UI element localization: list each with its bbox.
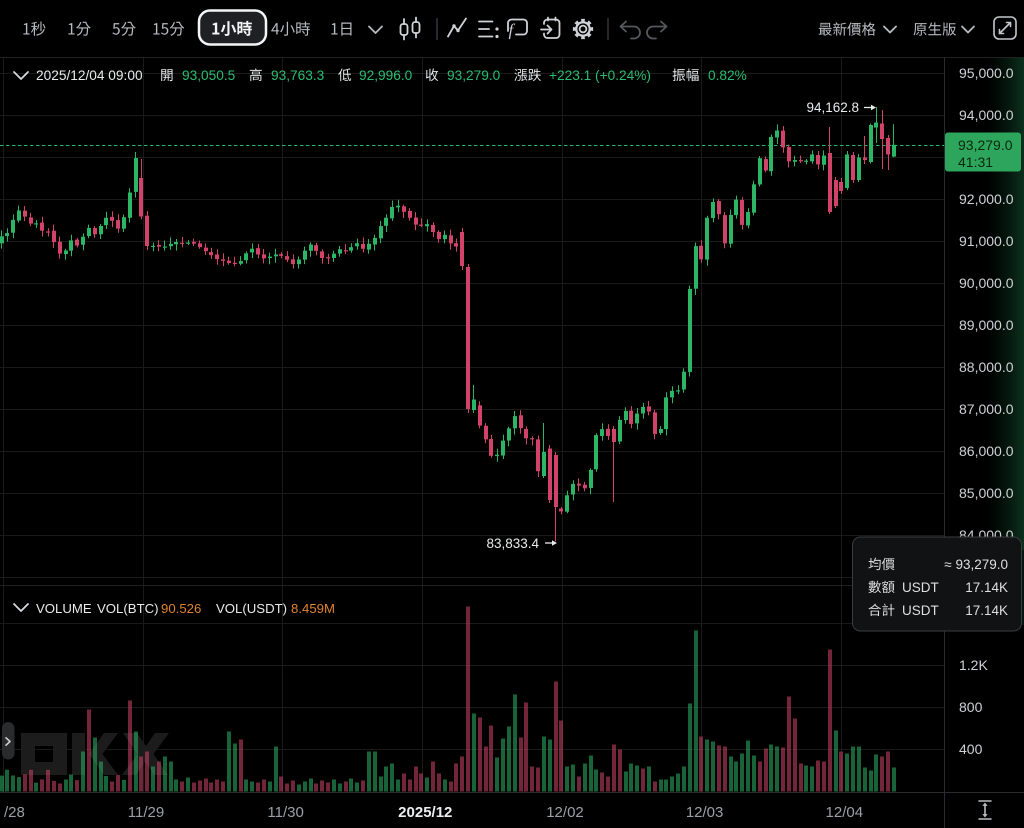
svg-text:1.2K: 1.2K: [959, 657, 988, 673]
svg-text:85,000.0: 85,000.0: [959, 485, 1014, 501]
svg-text:17.14K: 17.14K: [965, 580, 1008, 595]
svg-text:93,050.5: 93,050.5: [182, 68, 236, 83]
svg-text:12/04: 12/04: [826, 804, 864, 821]
svg-text:17.14K: 17.14K: [965, 603, 1008, 618]
svg-text:92,996.0: 92,996.0: [359, 68, 413, 83]
svg-text:93,763.3: 93,763.3: [271, 68, 325, 83]
svg-text:95,000.0: 95,000.0: [959, 65, 1014, 81]
svg-text:12/03: 12/03: [686, 804, 724, 821]
svg-text:92,000.0: 92,000.0: [959, 191, 1014, 207]
svg-text:89,000.0: 89,000.0: [959, 317, 1014, 333]
svg-text:USDT: USDT: [902, 603, 939, 618]
svg-text:VOLUME: VOLUME: [36, 601, 92, 616]
svg-text:2025/12/04 09:00: 2025/12/04 09:00: [36, 68, 143, 83]
svg-text:93,279.0: 93,279.0: [447, 68, 501, 83]
svg-text:91,000.0: 91,000.0: [959, 233, 1014, 249]
svg-text:12/02: 12/02: [546, 804, 584, 821]
svg-text:11/30: 11/30: [267, 804, 303, 821]
svg-text:≈ 93,279.0: ≈ 93,279.0: [944, 557, 1008, 572]
svg-text:800: 800: [959, 699, 983, 715]
svg-text:93,279.0: 93,279.0: [958, 137, 1013, 153]
svg-text:11/29: 11/29: [128, 804, 164, 821]
svg-text:94,000.0: 94,000.0: [959, 107, 1014, 123]
svg-text:86,000.0: 86,000.0: [959, 443, 1014, 459]
svg-text:88,000.0: 88,000.0: [959, 359, 1014, 375]
svg-text:8.459M: 8.459M: [291, 601, 335, 616]
svg-text:90.526: 90.526: [161, 601, 201, 616]
svg-text:+223.1 (+0.24%): +223.1 (+0.24%): [549, 68, 651, 83]
svg-text:VOL(USDT): VOL(USDT): [216, 601, 287, 616]
svg-text:41:31: 41:31: [958, 154, 993, 170]
svg-text:USDT: USDT: [902, 580, 939, 595]
svg-text:94,162.8: 94,162.8: [806, 100, 859, 115]
svg-text:90,000.0: 90,000.0: [959, 275, 1014, 291]
svg-text:83,833.4: 83,833.4: [486, 536, 539, 551]
svg-text:87,000.0: 87,000.0: [959, 401, 1014, 417]
svg-text:VOL(BTC): VOL(BTC): [97, 601, 159, 616]
svg-text:/28: /28: [4, 804, 25, 821]
svg-text:400: 400: [959, 741, 983, 757]
svg-text:2025/12: 2025/12: [398, 804, 452, 821]
svg-text:0.82%: 0.82%: [708, 68, 747, 83]
